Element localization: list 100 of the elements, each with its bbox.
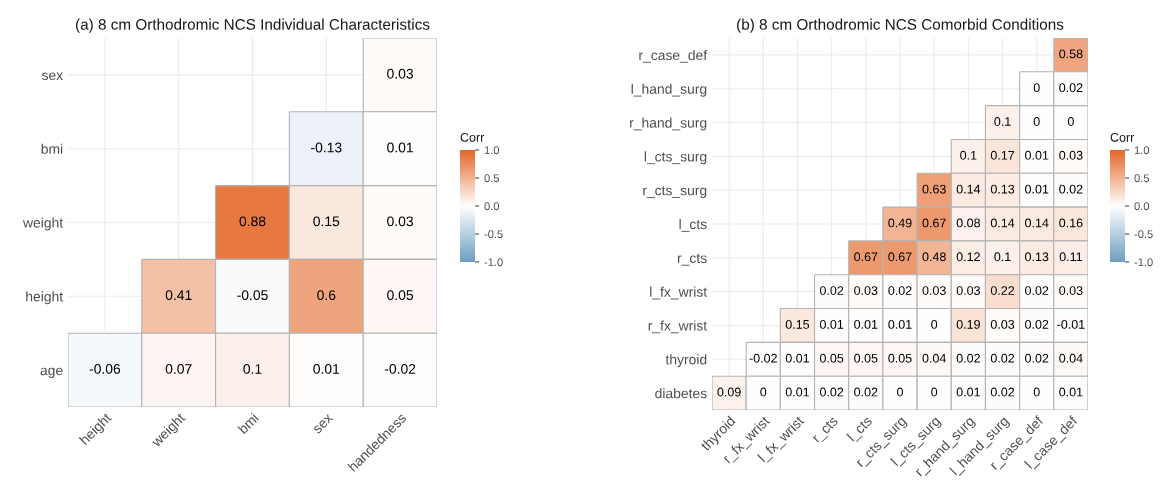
data-label: 0.03 <box>990 319 1015 329</box>
y-tick-label: r_case_def <box>639 49 708 63</box>
data-label: 0.02 <box>819 387 844 397</box>
data-label: 0.02 <box>819 286 844 295</box>
data-label: 0.88 <box>239 216 266 227</box>
color-bar-label: -0.5 <box>1134 230 1153 239</box>
color-bar-title: Corr <box>460 132 485 142</box>
y-tick-label: r_hand_surg <box>630 117 707 131</box>
color-bar-label: 0.0 <box>1134 202 1150 211</box>
data-label: 0.02 <box>1059 184 1083 194</box>
data-label: 0.49 <box>888 218 912 228</box>
data-label: 0.01 <box>387 142 413 153</box>
data-label: -0.01 <box>1057 319 1085 329</box>
data-label: 0.03 <box>387 216 414 227</box>
data-label: 0.63 <box>922 184 946 194</box>
y-tick-label: l_cts <box>679 218 707 232</box>
data-label: 0.03 <box>922 286 946 295</box>
color-bar-title: Corr <box>1110 132 1135 142</box>
data-label: 0.14 <box>956 184 981 194</box>
y-tick-label: age <box>40 367 63 379</box>
color-bar-label: 0.0 <box>484 202 500 211</box>
data-label: 0.1 <box>243 363 262 374</box>
color-bar-label: 1.0 <box>1134 146 1150 155</box>
data-label: 0.01 <box>888 319 912 329</box>
data-label: 0.15 <box>785 319 810 329</box>
data-label: 0.13 <box>990 184 1015 194</box>
data-label: 0.02 <box>956 353 980 363</box>
data-label: 0 <box>760 387 767 397</box>
y-tick-label: l_cts_surg <box>644 151 707 165</box>
data-label: 0.67 <box>854 252 878 262</box>
data-label: -0.13 <box>311 142 342 153</box>
data-label: -0.02 <box>749 353 777 363</box>
data-label: 0 <box>931 387 938 397</box>
data-label: 0.05 <box>387 290 414 301</box>
data-label: 0.22 <box>990 286 1015 295</box>
y-tick-label: r_cts_surg <box>643 186 707 199</box>
data-label: 0.01 <box>313 363 340 374</box>
data-label: 0.01 <box>956 387 980 397</box>
data-label: 0 <box>1067 117 1074 126</box>
data-label: 0.02 <box>990 387 1015 397</box>
data-label: 0 <box>1033 387 1040 397</box>
data-label: 0.02 <box>1025 319 1049 329</box>
data-label: 0.11 <box>1059 252 1082 262</box>
data-label: 0.01 <box>1059 387 1083 397</box>
data-label: 0.01 <box>819 319 844 329</box>
data-label: 0.14 <box>1025 218 1049 228</box>
data-label: 0.04 <box>922 353 946 363</box>
data-label: 0.67 <box>888 252 912 262</box>
color-bar-label: -0.5 <box>484 230 503 239</box>
data-label: 0.07 <box>165 363 192 374</box>
x-tick-label: sex <box>313 413 334 435</box>
x-tick-label: bmi <box>237 412 260 435</box>
data-label: 0.17 <box>990 150 1015 160</box>
data-label: 0.03 <box>956 286 980 295</box>
y-tick-label: l_hand_surg <box>631 83 707 97</box>
chart-title: (a) 8 cm Orthodromic NCS Individual Characteristics <box>76 18 430 33</box>
data-label: 0.16 <box>1059 218 1083 228</box>
data-label: 0.02 <box>1059 83 1083 93</box>
y-tick-label: weight <box>22 217 64 231</box>
data-label: 0.1 <box>960 150 977 160</box>
data-label: 0 <box>897 387 903 397</box>
data-label: 0.12 <box>956 252 980 262</box>
data-label: 0.01 <box>854 319 878 329</box>
data-label: 0.1 <box>994 252 1011 262</box>
data-label: 0.19 <box>956 319 980 329</box>
data-label: -0.05 <box>237 290 268 301</box>
data-label: 0.02 <box>990 353 1015 363</box>
data-label: 0.67 <box>922 218 946 228</box>
y-tick-label: bmi <box>41 143 63 154</box>
data-label: 0.58 <box>1059 49 1083 59</box>
y-tick-label: r_fx_wrist <box>648 320 708 334</box>
data-label: 0.01 <box>785 353 810 363</box>
data-label: 0.03 <box>1059 286 1083 295</box>
data-label: -0.02 <box>384 363 416 374</box>
data-label: -0.06 <box>89 363 121 374</box>
color-bar-label: 0.5 <box>484 174 500 183</box>
data-label: 0.05 <box>888 353 912 363</box>
y-tick-label: thyroid <box>665 354 707 368</box>
data-label: 0.09 <box>717 387 741 397</box>
y-tick-label: l_fx_wrist <box>650 286 708 300</box>
data-label: 0.1 <box>994 117 1011 126</box>
data-label: 0.6 <box>317 290 336 301</box>
data-label: 0.08 <box>956 218 980 228</box>
data-label: 0 <box>1033 117 1040 126</box>
data-label: 0 <box>931 319 938 329</box>
data-label: 0.02 <box>854 387 878 397</box>
y-tick-label: r_cts <box>677 253 707 266</box>
y-tick-label: diabetes <box>655 388 707 399</box>
data-label: 0.02 <box>888 286 912 295</box>
data-label: 0.04 <box>1059 353 1083 363</box>
y-tick-label: height <box>26 291 64 305</box>
data-label: 0 <box>1033 83 1040 93</box>
data-label: 0.41 <box>165 290 192 301</box>
color-bar-label: -1.0 <box>1134 258 1153 267</box>
data-label: 0.05 <box>819 353 844 363</box>
data-label: 0.03 <box>1059 150 1083 160</box>
data-label: 0.01 <box>785 387 810 397</box>
data-label: 0.03 <box>854 286 878 295</box>
data-label: 0.48 <box>922 252 946 262</box>
data-label: 0.01 <box>1025 184 1049 194</box>
